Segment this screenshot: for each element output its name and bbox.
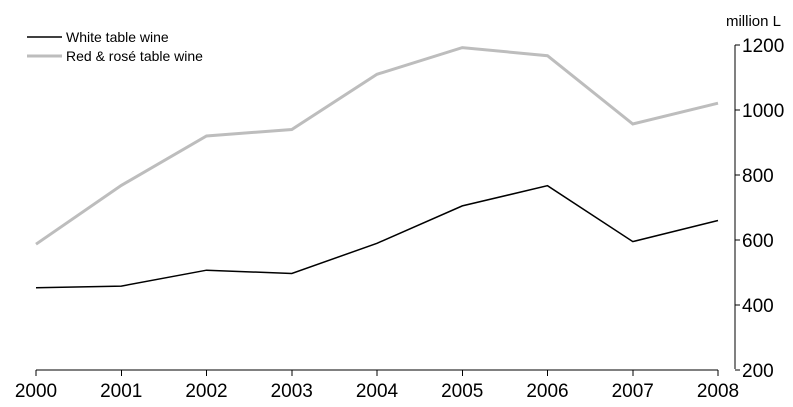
x-tick-label: 2008 (697, 381, 739, 402)
x-tick-label: 2001 (100, 381, 142, 402)
y-tick-label: 200 (742, 361, 774, 382)
series-line-white-table-wine (35, 184, 719, 289)
x-tick-label: 2004 (356, 381, 399, 402)
legend-label: Red & rosé table wine (66, 48, 203, 64)
y-tick-label: 1000 (742, 101, 784, 122)
y-tick-label: 1200 (742, 36, 784, 57)
y-axis-unit-label: million L (726, 13, 781, 30)
x-tick-label: 2000 (15, 381, 57, 402)
y-ticks: 200 400 600 800 1000 1200 (735, 36, 784, 382)
x-tick-label: 2003 (271, 381, 313, 402)
x-axis: 2000 2001 2002 2003 2004 2005 2006 2007 2008 (15, 369, 739, 402)
y-tick-label: 600 (742, 231, 774, 252)
x-tick-label: 2007 (612, 381, 654, 402)
y-tick-label: 800 (742, 166, 774, 187)
x-tick-label: 2006 (526, 381, 568, 402)
series-line-red-rose-table-wine (35, 46, 719, 246)
x-tick-label: 2005 (441, 381, 483, 402)
y-tick-label: 400 (742, 296, 774, 317)
y-axis: 200 400 600 800 1000 1200 million L (726, 13, 784, 382)
legend-label: White table wine (66, 29, 169, 45)
x-tick-label: 2002 (185, 381, 227, 402)
series-layer (35, 46, 719, 289)
legend: White table wine Red & rosé table wine (27, 29, 203, 64)
x-ticks: 2000 2001 2002 2003 2004 2005 2006 2007 2008 (15, 370, 739, 402)
